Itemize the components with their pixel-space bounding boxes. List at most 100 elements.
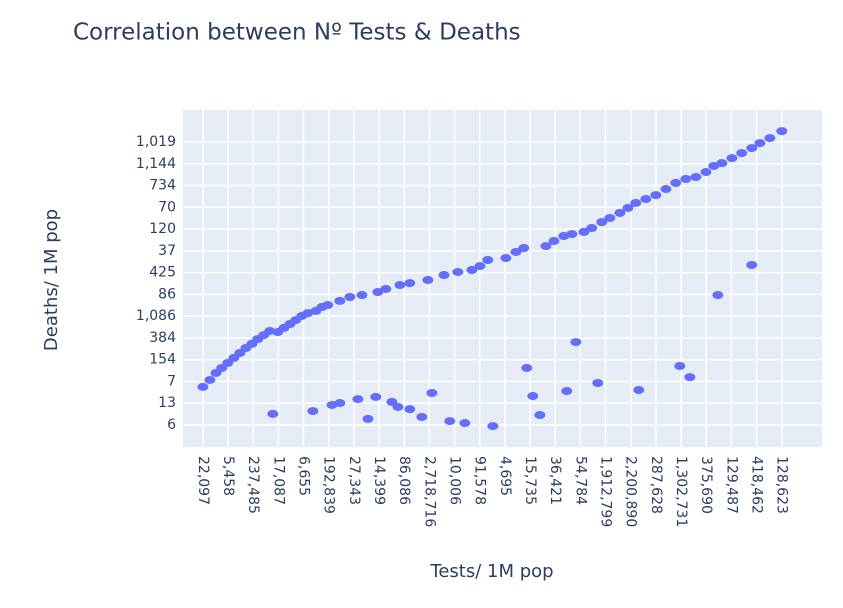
point: [426, 389, 438, 398]
x-tick-label: 2,200,890: [623, 456, 639, 527]
point: [746, 144, 758, 153]
point: [438, 271, 450, 280]
point: [592, 378, 604, 387]
point: [630, 198, 642, 207]
point: [416, 412, 428, 421]
point: [650, 191, 662, 200]
point: [394, 281, 406, 290]
x-tick-label: 129,487: [723, 456, 739, 514]
point: [746, 261, 758, 270]
point: [660, 185, 672, 194]
point: [404, 405, 416, 414]
x-tick-label: 192,839: [321, 456, 337, 514]
x-tick-label: 91,578: [472, 456, 488, 505]
point: [307, 407, 319, 416]
x-tick-label: 1,302,731: [673, 456, 689, 527]
point: [640, 195, 652, 204]
point: [566, 230, 578, 239]
point: [736, 149, 748, 158]
x-tick-label: 14,399: [371, 456, 387, 505]
point: [540, 242, 552, 251]
point: [670, 178, 682, 187]
x-tick-label: 22,097: [195, 456, 211, 505]
point: [500, 254, 512, 263]
point: [586, 223, 598, 232]
point: [527, 392, 539, 401]
point: [267, 409, 279, 418]
point: [422, 276, 434, 285]
point: [452, 267, 464, 276]
y-tick-label: 13: [158, 395, 176, 411]
point: [622, 203, 634, 212]
point: [633, 385, 645, 394]
y-tick-label: 7: [167, 373, 176, 389]
y-tick-label: 120: [149, 221, 176, 237]
point: [700, 168, 712, 177]
x-tick-label: 27,343: [346, 456, 362, 505]
y-tick-label: 384: [149, 330, 176, 346]
x-tick-label: 128,623: [774, 456, 790, 514]
point: [680, 175, 692, 184]
x-tick-label: 237,485: [245, 456, 261, 514]
point: [534, 410, 546, 419]
point: [604, 213, 616, 222]
point: [474, 262, 486, 271]
y-tick-label: 70: [158, 199, 176, 215]
point: [521, 363, 533, 372]
point: [754, 139, 766, 148]
point: [510, 247, 522, 256]
y-tick-label: 1,019: [136, 134, 176, 150]
x-tick-label: 15,735: [522, 456, 538, 505]
point: [487, 422, 499, 431]
point: [322, 301, 334, 310]
x-tick-label: 2,718,716: [421, 456, 437, 527]
point: [334, 296, 346, 305]
x-tick-label: 287,628: [648, 456, 664, 514]
point: [518, 244, 530, 253]
point: [334, 399, 346, 408]
point: [197, 382, 209, 391]
x-tick-label: 10,006: [447, 456, 463, 505]
point: [344, 293, 356, 302]
point: [482, 255, 494, 264]
point: [716, 159, 728, 168]
x-tick-label: 4,695: [497, 456, 513, 496]
point: [459, 419, 471, 428]
y-axis-title: Deaths/ 1M pop: [41, 209, 62, 351]
x-tick-label: 86,086: [396, 456, 412, 505]
x-tick-label: 375,690: [698, 456, 714, 514]
point: [561, 387, 573, 396]
y-tick-label: 6: [167, 417, 176, 433]
point: [380, 284, 392, 293]
y-tick-label: 1,086: [136, 308, 176, 324]
chart-title: Correlation between Nº Tests & Deaths: [73, 20, 521, 46]
x-tick-label: 1,912,799: [598, 456, 614, 527]
point: [370, 392, 382, 401]
point: [204, 375, 216, 384]
x-tick-label: 5,458: [220, 456, 236, 496]
x-tick-label: 6,655: [296, 456, 312, 496]
x-tick-label: 36,421: [547, 456, 563, 505]
y-tick-label: 86: [158, 286, 176, 302]
point: [362, 414, 374, 423]
y-tick-label: 154: [149, 352, 176, 368]
point: [776, 127, 788, 136]
point: [392, 402, 404, 411]
y-tick-label: 37: [158, 243, 176, 259]
point: [356, 291, 368, 300]
y-tick-label: 1,144: [136, 156, 176, 172]
x-tick-label: 418,462: [749, 456, 765, 514]
point: [674, 362, 686, 371]
y-tick-label: 734: [149, 178, 176, 194]
point: [352, 395, 364, 404]
x-axis-title: Tests/ 1M pop: [429, 561, 553, 582]
point: [578, 227, 590, 236]
point: [764, 134, 776, 143]
x-tick-label: 54,784: [572, 456, 588, 505]
x-tick-label: 17,087: [270, 456, 286, 505]
point: [684, 373, 696, 382]
point: [548, 237, 560, 246]
point: [570, 338, 582, 347]
point: [726, 154, 738, 163]
